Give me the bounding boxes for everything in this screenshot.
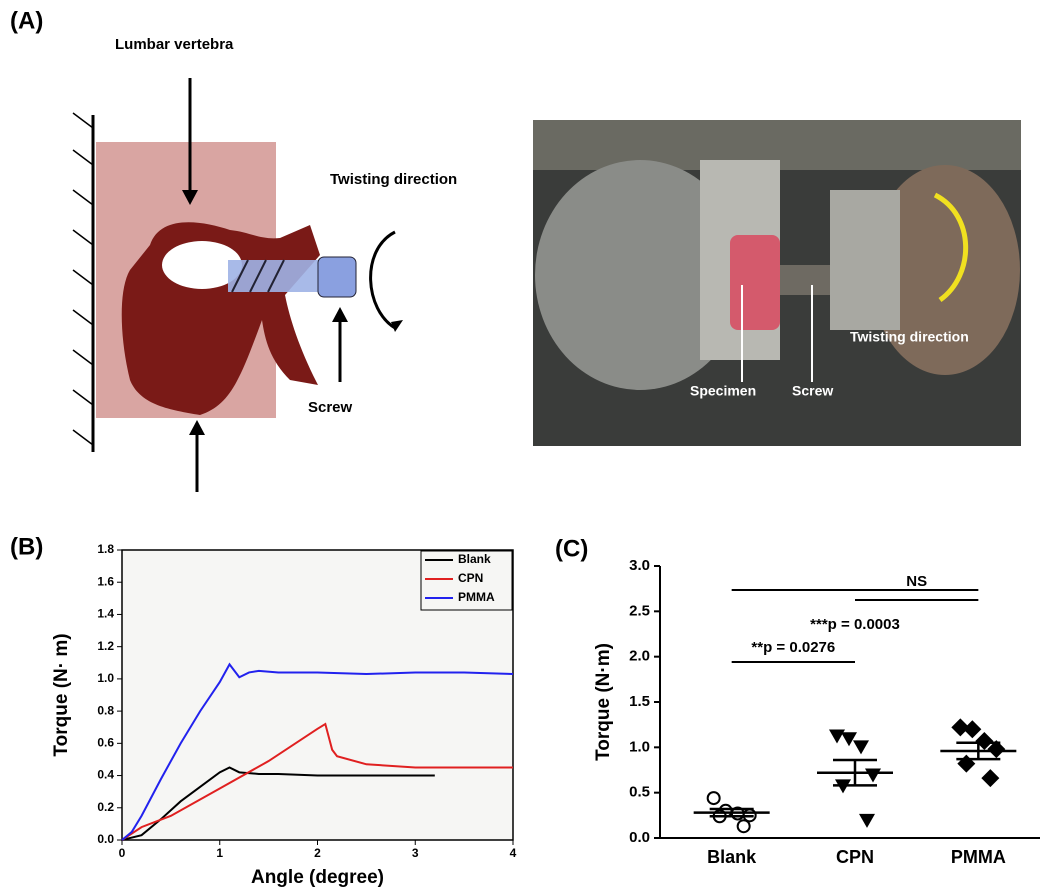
- data-point: [853, 740, 869, 755]
- chuck: [870, 165, 1020, 375]
- error-bar: [956, 741, 1001, 761]
- y-tick-label: 2.5: [629, 602, 650, 619]
- arrowhead: [182, 190, 198, 205]
- y-tick-label: 1.8: [97, 542, 114, 556]
- y-tick-label: 1.2: [97, 639, 114, 653]
- data-point: [957, 754, 976, 773]
- diagram: Lumbar vertebra Twisting direction Screw: [72, 36, 457, 492]
- significance-label: NS: [906, 573, 927, 590]
- dot-plot: 0.0 0.5 1.0 1.5 2.0 2.5 3.0 Torque (N·m) Blank CP…: [593, 557, 1040, 867]
- data-point: [975, 731, 994, 750]
- y-tick-label: 1.5: [629, 693, 650, 710]
- y-tick-label: 0.6: [97, 736, 114, 750]
- screw-head: [317, 256, 357, 298]
- specimen: [730, 235, 780, 330]
- x-tick-label: 0: [119, 846, 126, 860]
- foramen: [162, 241, 242, 289]
- photo-label: Specimen: [690, 383, 756, 399]
- data-point: [736, 819, 751, 834]
- y-tick-label: 0.2: [97, 800, 114, 814]
- y-axis-title: Torque (N·m): [593, 643, 614, 761]
- twist-arrow: [933, 192, 969, 303]
- photo-label: Screw: [792, 383, 833, 399]
- arrowhead: [391, 320, 403, 332]
- legend-label: PMMA: [458, 590, 495, 604]
- significance-label: ***p = 0.0003: [810, 616, 900, 633]
- x-tick-label: Blank: [707, 847, 757, 867]
- chuck: [535, 160, 745, 390]
- data-point: [865, 768, 881, 783]
- y-tick-label: 3.0: [629, 557, 650, 574]
- x-tick-label: 4: [510, 846, 517, 860]
- data-point: [981, 769, 1000, 788]
- diagram-label: Twisting direction: [330, 171, 457, 188]
- photo-label: Twisting direction: [850, 329, 969, 345]
- x-tick-label: 2: [314, 846, 321, 860]
- legend-box: [420, 550, 513, 611]
- panel-label: (B): [10, 533, 43, 560]
- y-tick-label: 0.0: [629, 829, 650, 846]
- y-tick-label: 0.0: [97, 832, 114, 846]
- x-tick-label: 3: [412, 846, 419, 860]
- x-tick-label: CPN: [836, 847, 874, 867]
- plot-frame: [121, 549, 514, 841]
- series-line: [121, 766, 435, 841]
- significance-label: **p = 0.0276: [751, 639, 835, 656]
- y-tick-label: 2.0: [629, 648, 650, 665]
- y-tick-label: 1.0: [97, 671, 114, 685]
- diagram-label: Screw: [308, 399, 353, 416]
- series-line: [121, 662, 514, 841]
- hatch: [72, 112, 94, 446]
- panel-label: (C): [555, 535, 588, 562]
- x-tick-label: 1: [216, 846, 223, 860]
- data-point: [829, 729, 845, 744]
- data-point: [963, 720, 982, 739]
- y-tick-label: 0.5: [629, 784, 650, 801]
- data-point: [706, 791, 721, 806]
- diagram-label: Lumbar vertebra: [115, 36, 234, 53]
- error-bar: [709, 807, 754, 818]
- y-tick-label: 1.6: [97, 574, 114, 588]
- arrowhead: [332, 307, 348, 322]
- y-tick-label: 0.4: [97, 768, 114, 782]
- data-point: [987, 740, 1006, 759]
- data-point: [841, 732, 857, 747]
- arrowhead: [189, 420, 205, 435]
- data-point: [859, 813, 875, 828]
- legend-label: Blank: [458, 552, 491, 566]
- panel-label: (A): [10, 7, 43, 34]
- series-line: [121, 722, 513, 841]
- y-tick-label: 1.0: [629, 738, 650, 755]
- photo: Specimen Screw Twisting direction: [533, 120, 1021, 446]
- y-tick-label: 0.8: [97, 703, 114, 717]
- y-axis-title: Torque (N· m): [51, 633, 72, 756]
- data-point: [951, 718, 970, 737]
- twist-arrow: [369, 230, 396, 330]
- x-axis-title: Angle (degree): [251, 867, 384, 888]
- thread: [231, 259, 285, 293]
- jaw: [830, 190, 900, 330]
- line-chart: 0.0 0.2 0.4 0.6 0.8 1.0 1.2 1.4 1.6 1.8 0 1 2 3 4 Angle…: [51, 542, 517, 888]
- x-tick-label: PMMA: [951, 847, 1006, 867]
- error-bar: [833, 758, 877, 787]
- y-tick-label: 1.4: [97, 607, 114, 621]
- legend-label: CPN: [458, 571, 483, 585]
